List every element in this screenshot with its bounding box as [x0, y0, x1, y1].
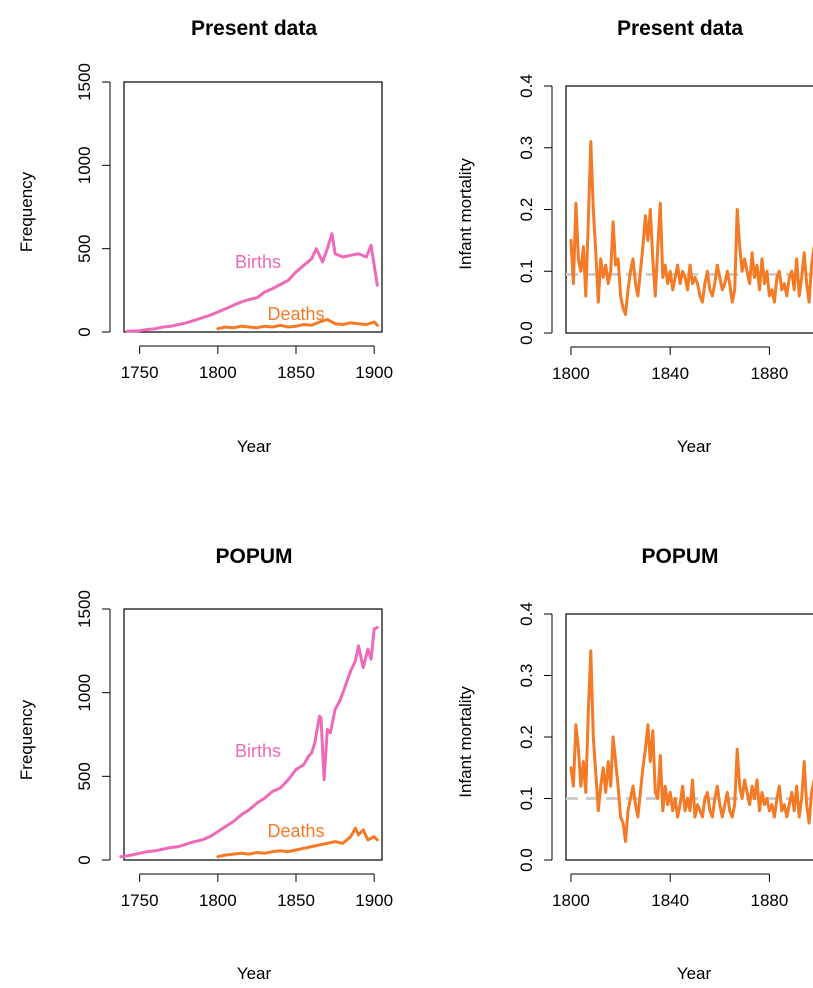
panel-present-frequency: Present data 1750 1800 1850 1900 0 500 1000 15… — [17, 17, 393, 456]
y-tick-label: 0.0 — [517, 321, 536, 345]
y-tick-label: 500 — [75, 234, 94, 262]
x-tick-label: 1800 — [552, 364, 590, 383]
births-label: Births — [235, 252, 281, 272]
y-axis: 0 500 1000 1500 — [75, 63, 111, 337]
chart-title: Present data — [191, 17, 317, 40]
y-tick-label: 0.4 — [517, 602, 536, 626]
deaths-series-line — [216, 318, 379, 331]
y-axis-label: Infant mortality — [456, 158, 475, 270]
y-tick-label: 0.1 — [517, 259, 536, 283]
series-group — [566, 140, 813, 316]
plot-frame — [565, 85, 813, 334]
series-group — [566, 649, 813, 843]
x-tick-label: 1880 — [751, 891, 789, 910]
y-tick-label: 1000 — [75, 146, 94, 184]
chart-title: Present data — [617, 17, 743, 40]
mortality-series-line — [569, 140, 813, 316]
x-axis: 1800 1840 1880 — [552, 873, 789, 910]
births-label: Births — [235, 741, 281, 761]
mortality-series-line — [569, 649, 813, 843]
deaths-series-line — [216, 826, 379, 859]
plot-frame — [123, 81, 383, 333]
y-axis: 0.0 0.1 0.2 0.3 0.4 — [517, 74, 553, 345]
x-tick-label: 1800 — [199, 363, 237, 382]
chart-title: POPUM — [641, 545, 718, 568]
x-tick-label: 1900 — [355, 891, 393, 910]
y-tick-label: 0.4 — [517, 74, 536, 98]
y-axis-label: Infant mortality — [456, 686, 475, 798]
x-axis-label: Year — [237, 437, 272, 456]
births-series-line — [119, 625, 379, 859]
x-tick-label: 1850 — [277, 891, 315, 910]
series-group — [119, 625, 379, 859]
x-axis: 1750 1800 1850 1900 — [121, 873, 393, 910]
x-tick-label: 1900 — [355, 363, 393, 382]
y-tick-label: 0.2 — [517, 198, 536, 222]
deaths-label: Deaths — [267, 304, 324, 324]
x-tick-label: 1800 — [199, 891, 237, 910]
plot-frame — [565, 613, 813, 861]
x-axis-label: Year — [237, 964, 272, 983]
x-tick-label: 1850 — [277, 363, 315, 382]
x-tick-label: 1880 — [751, 364, 789, 383]
x-tick-label: 1840 — [651, 891, 689, 910]
panel-popum-frequency: POPUM 1750 1800 1850 1900 0 500 1000 1500 Year… — [17, 545, 393, 983]
y-axis: 0.0 0.1 0.2 0.3 0.4 — [517, 602, 553, 872]
x-axis: 1750 1800 1850 1900 — [121, 345, 393, 382]
panel-popum-mortality: POPUM 1800 1840 1880 0.00.10.20.30.4 Year … — [456, 545, 813, 983]
x-axis-label: Year — [677, 437, 712, 456]
y-tick-label: 0.0 — [517, 848, 536, 872]
y-tick-label: 0 — [75, 327, 94, 336]
chart-title: POPUM — [215, 545, 292, 568]
y-tick-label: 0 — [75, 855, 94, 864]
births-series-line — [125, 232, 379, 333]
x-tick-label: 1750 — [121, 891, 159, 910]
y-axis-label: Frequency — [17, 171, 36, 252]
y-tick-label: 0.1 — [517, 787, 536, 811]
y-axis: 0 500 1000 1500 — [75, 590, 111, 865]
x-tick-label: 1800 — [552, 891, 590, 910]
y-tick-label: 1500 — [75, 63, 94, 101]
y-tick-label: 500 — [75, 762, 94, 790]
x-axis-label: Year — [677, 964, 712, 983]
panel-present-mortality: Present data 1800 1840 1880 0.00.10.20.30.… — [456, 17, 813, 456]
y-tick-label: 1500 — [75, 590, 94, 628]
x-tick-label: 1750 — [121, 363, 159, 382]
series-group — [125, 232, 379, 333]
plot-frame — [123, 608, 383, 861]
y-tick-label: 1000 — [75, 674, 94, 712]
x-axis: 1800 1840 1880 — [552, 346, 789, 383]
y-tick-label: 0.2 — [517, 725, 536, 749]
y-axis-label: Frequency — [17, 699, 36, 780]
x-tick-label: 1840 — [651, 364, 689, 383]
y-tick-label: 0.3 — [517, 664, 536, 688]
deaths-label: Deaths — [267, 821, 324, 841]
y-tick-label: 0.3 — [517, 136, 536, 160]
